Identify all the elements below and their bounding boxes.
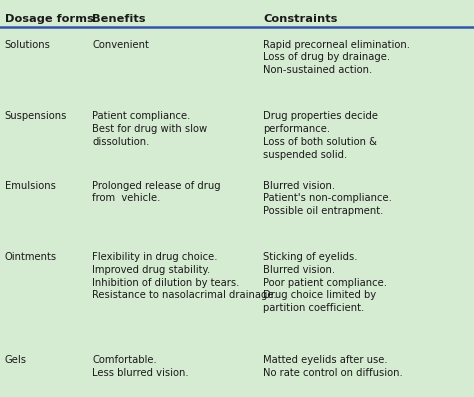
- Text: Gels: Gels: [5, 355, 27, 365]
- Text: Benefits: Benefits: [92, 14, 146, 24]
- Text: Sticking of eyelids.
Blurred vision.
Poor patient compliance.
Drug choice limite: Sticking of eyelids. Blurred vision. Poo…: [263, 252, 387, 313]
- Text: Ointments: Ointments: [5, 252, 57, 262]
- Text: Emulsions: Emulsions: [5, 181, 55, 191]
- Text: Blurred vision.
Patient's non-compliance.
Possible oil entrapment.: Blurred vision. Patient's non-compliance…: [263, 181, 392, 216]
- Text: Solutions: Solutions: [5, 40, 51, 50]
- Text: Comfortable.
Less blurred vision.: Comfortable. Less blurred vision.: [92, 355, 189, 378]
- Text: Dosage forms: Dosage forms: [5, 14, 93, 24]
- Text: Drug properties decide
performance.
Loss of both solution &
suspended solid.: Drug properties decide performance. Loss…: [263, 111, 378, 160]
- Text: Rapid precorneal elimination.
Loss of drug by drainage.
Non-sustained action.: Rapid precorneal elimination. Loss of dr…: [263, 40, 410, 75]
- Text: Constraints: Constraints: [263, 14, 337, 24]
- Text: Suspensions: Suspensions: [5, 111, 67, 121]
- Text: Patient compliance.
Best for drug with slow
dissolution.: Patient compliance. Best for drug with s…: [92, 111, 208, 147]
- Text: Matted eyelids after use.
No rate control on diffusion.: Matted eyelids after use. No rate contro…: [263, 355, 403, 378]
- Text: Prolonged release of drug
from  vehicle.: Prolonged release of drug from vehicle.: [92, 181, 221, 203]
- Text: Convenient: Convenient: [92, 40, 149, 50]
- Text: Flexibility in drug choice.
Improved drug stability.
Inhibition of dilution by t: Flexibility in drug choice. Improved dru…: [92, 252, 277, 301]
